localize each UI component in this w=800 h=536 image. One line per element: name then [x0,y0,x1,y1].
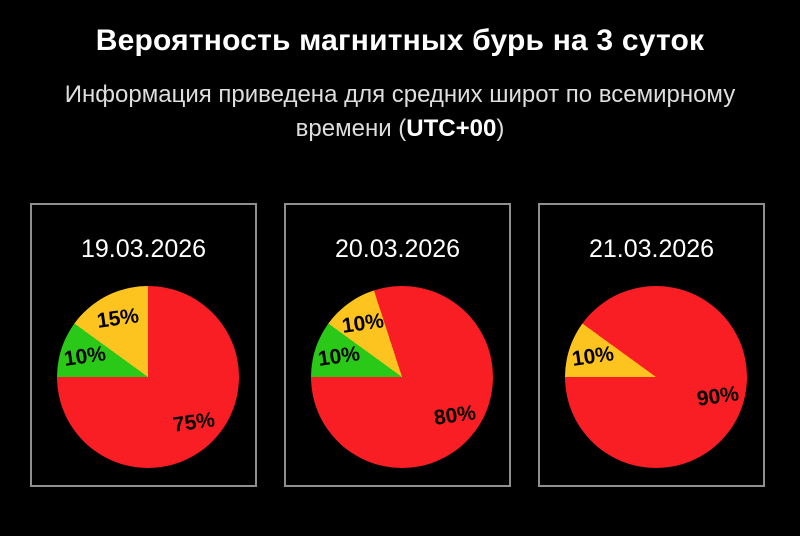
slice-label-red-probability: 75% [171,408,217,438]
subtitle-utc-offset: UTC+00 [406,115,497,142]
slice-label-yellow-probability: 15% [95,303,141,333]
forecast-panel-day1: 19.03.2026 10% 15% 75% [30,203,257,487]
slice-label-yellow-probability: 10% [340,309,386,338]
subtitle-line2-prefix: времени ( [295,115,407,142]
magnetic-storm-forecast-page: Вероятность магнитных бурь на 3 суток Ин… [0,22,800,536]
subtitle-line1: Информация приведена для средних широт п… [64,81,736,108]
pie-chart-day1: 10% 15% 75% [56,286,239,468]
slice-label-green-probability: 10% [62,341,108,371]
subtitle-line2-suffix: ) [496,115,505,142]
slice-label-red-probability: 90% [695,382,741,412]
forecast-panel-day3: 21.03.2026 10% 90% [538,203,765,487]
forecast-panels-row: 19.03.2026 10% 15% 75% 20.03.2026 10% 10% 80… [0,203,800,487]
pie-chart-day3: 10% 90% [564,286,747,468]
panel-date-day2: 20.03.2026 [334,235,461,263]
forecast-panel-day2: 20.03.2026 10% 10% 80% [284,203,511,487]
page-subtitle: Информация приведена для средних широт п… [0,78,800,146]
page-title: Вероятность магнитных бурь на 3 суток [95,24,705,57]
slice-label-red-probability: 80% [432,400,477,430]
slice-label-green-probability: 10% [316,341,362,371]
slice-label-yellow-probability: 10% [570,341,616,371]
panel-date-day1: 19.03.2026 [80,235,207,263]
pie-chart-day2: 10% 10% 80% [310,286,493,468]
panel-date-day3: 21.03.2026 [588,235,715,263]
